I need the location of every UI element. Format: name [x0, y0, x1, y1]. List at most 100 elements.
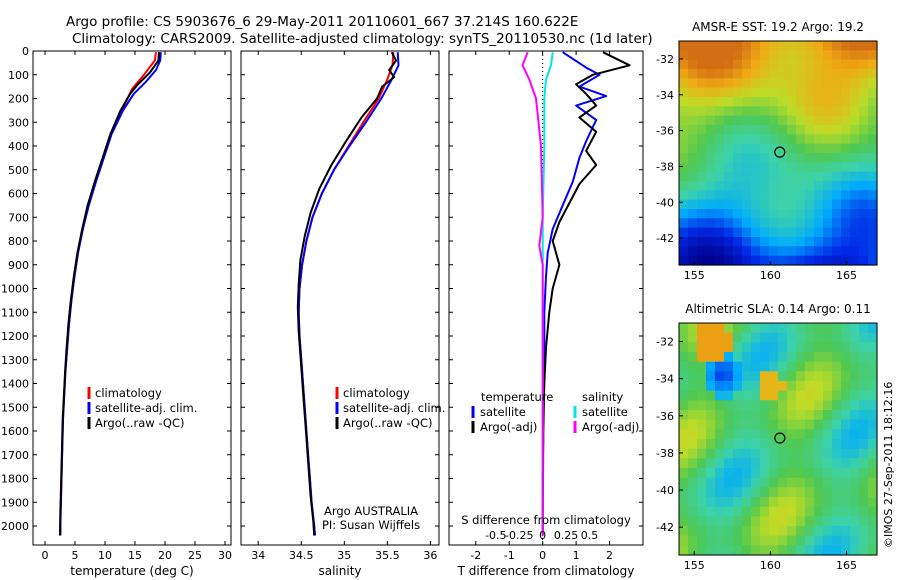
map-cell [760, 41, 770, 51]
map-cell [805, 106, 815, 117]
map-cell [706, 78, 716, 89]
map-cell [733, 50, 743, 61]
series-line-argo-raw-qc- [296, 51, 397, 536]
map-cell [823, 545, 833, 556]
plot-frame-sal [240, 50, 440, 546]
map-cell [742, 419, 752, 430]
map-cell [841, 209, 851, 219]
map-cell [769, 526, 779, 537]
map-cell [769, 458, 779, 469]
map-cell [679, 153, 689, 163]
map-cell [868, 209, 878, 219]
map-cell [742, 209, 752, 219]
map-cell [859, 487, 869, 498]
map-cell [742, 237, 752, 247]
map-cell [832, 381, 842, 392]
map-cell [859, 468, 869, 479]
map-cell [841, 134, 851, 145]
map-cell [778, 106, 788, 117]
map-cell [850, 410, 860, 421]
map-cell [814, 78, 824, 89]
map-cell [805, 218, 815, 229]
map-cell [760, 526, 770, 537]
map-cell [823, 115, 833, 126]
map-cell [859, 516, 869, 527]
map-cell [805, 371, 815, 382]
map-cell [769, 332, 779, 343]
map-cell [796, 162, 806, 173]
map-cell [688, 497, 698, 508]
map-cell [814, 419, 824, 430]
map-x-tick-label: 160 [760, 269, 781, 282]
map-cell [706, 162, 716, 173]
map-cell [814, 342, 824, 353]
map-cell [733, 218, 743, 229]
map-cell [733, 134, 743, 145]
map-cell [760, 87, 770, 98]
map-cell [760, 69, 770, 79]
map-cell [706, 171, 716, 182]
map-cell [760, 190, 770, 201]
map-cell [859, 535, 869, 546]
map-cell [823, 237, 833, 247]
y-tick-label: 300 [8, 116, 29, 129]
map-cell [850, 332, 860, 343]
map-cell [760, 153, 770, 163]
map-cell [760, 323, 770, 334]
map-cell [832, 255, 842, 266]
map-cell [688, 400, 698, 411]
map-cell [841, 458, 851, 469]
map-cell [832, 209, 842, 219]
map-cell [823, 429, 833, 440]
legend-title-temperature: temperature [481, 390, 553, 404]
map-cell [724, 115, 734, 126]
map-cell [706, 190, 716, 201]
y-tick-label: 1100 [1, 306, 29, 319]
map-cell [832, 171, 842, 182]
map-cell [868, 87, 878, 98]
map-cell [778, 506, 788, 517]
map-cell [751, 332, 761, 343]
map-cell [850, 209, 860, 219]
map-cell [679, 218, 689, 229]
map-cell [850, 448, 860, 459]
map-cell [679, 59, 689, 70]
map-cell [751, 87, 761, 98]
map-cell [706, 323, 716, 334]
map-cell [859, 400, 869, 411]
map-cell [850, 390, 860, 401]
map-cell [859, 410, 869, 421]
map-cell [688, 526, 698, 537]
map-cell [841, 390, 851, 401]
map-cell [688, 246, 698, 257]
map-cell [859, 143, 869, 154]
map-cell [706, 352, 716, 363]
map-cell [715, 153, 725, 163]
map-cell [841, 237, 851, 247]
map-cell [859, 332, 869, 343]
map-cell [769, 439, 779, 450]
map-cell [706, 106, 716, 117]
map-cell [787, 87, 797, 98]
map-cell [688, 487, 698, 498]
map-cell [733, 361, 743, 372]
map-cell [679, 352, 689, 363]
map-cell [868, 78, 878, 89]
map-x-tick-label: 165 [836, 559, 857, 572]
satellite-maps: AMSR-E SST: 19.2 Argo: 19.2 -32 -34 -36 -38 -… [656, 20, 878, 572]
map-cell [697, 255, 707, 266]
y-tick-label: 1900 [1, 496, 29, 509]
map-cell [742, 487, 752, 498]
map-cell [814, 171, 824, 182]
map-cell [814, 143, 824, 154]
map-cell [724, 41, 734, 51]
map-cell [868, 255, 878, 266]
map-cell [832, 134, 842, 145]
map-cell [688, 59, 698, 70]
map-cell [859, 429, 869, 440]
map-cell [769, 78, 779, 89]
map-cell [760, 390, 770, 401]
x-tick-label: 35.5 [375, 549, 400, 562]
map-cell [715, 59, 725, 70]
map-cell [742, 506, 752, 517]
